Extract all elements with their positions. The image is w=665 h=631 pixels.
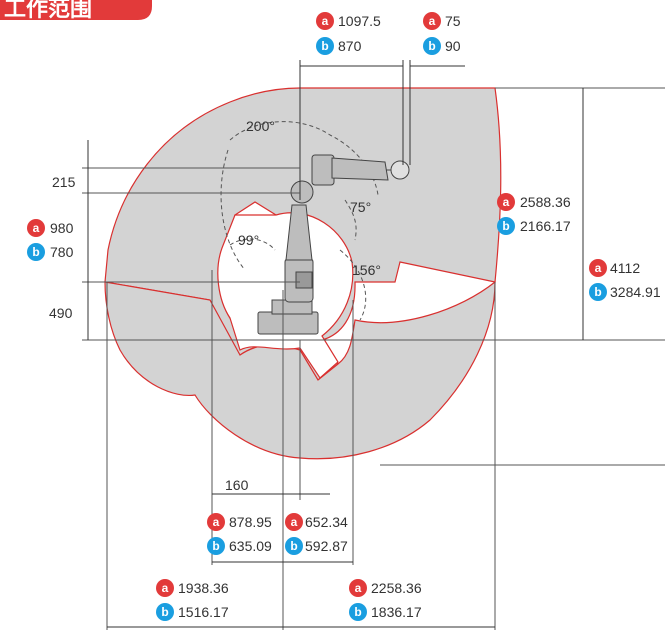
svg-text:a: a [322, 14, 329, 28]
dim-left-215: 215 [52, 174, 76, 190]
angle-99-label: 99° [238, 232, 259, 248]
svg-text:a: a [429, 14, 436, 28]
dim-bottom-b1: b 635.09 [207, 537, 272, 555]
svg-text:a: a [355, 581, 362, 595]
svg-text:b: b [290, 539, 297, 553]
svg-text:4112: 4112 [610, 260, 640, 276]
dim-left-b780: b 780 [27, 243, 74, 261]
dim-top-b2: b 90 [423, 37, 461, 55]
svg-text:2258.36: 2258.36 [371, 580, 422, 596]
svg-text:1938.36: 1938.36 [178, 580, 229, 596]
dim-right-a2: a 4112 [589, 259, 640, 277]
svg-text:b: b [428, 39, 435, 53]
dim-top-a2: a 75 [423, 12, 461, 30]
svg-text:780: 780 [50, 244, 74, 260]
dim-right-b2: b 3284.91 [589, 283, 661, 301]
dimension-lines [82, 60, 665, 630]
dim-right-a1: a 2588.36 [497, 193, 571, 211]
dim-left-a980: a 980 [27, 219, 74, 237]
svg-text:878.95: 878.95 [229, 514, 272, 530]
svg-text:b: b [354, 605, 361, 619]
svg-text:b: b [502, 219, 509, 233]
svg-text:1836.17: 1836.17 [371, 604, 422, 620]
svg-text:a: a [503, 195, 510, 209]
dim-bottom-b4: b 1836.17 [349, 603, 422, 621]
robot-arm-figure [257, 154, 410, 335]
dim-bottom-a1: a 878.95 [207, 513, 272, 531]
dim-bottom-a2: a 652.34 [285, 513, 348, 531]
dim-right-b1: b 2166.17 [497, 217, 571, 235]
svg-text:a: a [213, 515, 220, 529]
svg-text:3284.91: 3284.91 [610, 284, 661, 300]
svg-text:2166.17: 2166.17 [520, 218, 571, 234]
svg-text:b: b [161, 605, 168, 619]
svg-text:a: a [595, 261, 602, 275]
svg-text:a: a [291, 515, 298, 529]
svg-text:592.87: 592.87 [305, 538, 348, 554]
svg-text:a: a [33, 221, 40, 235]
angle-200-label: 200° [246, 118, 275, 134]
dim-bottom-b3: b 1516.17 [156, 603, 229, 621]
dim-bottom-a3: a 1938.36 [156, 579, 229, 597]
dim-top-a1: a 1097.5 [316, 12, 381, 30]
svg-text:1516.17: 1516.17 [178, 604, 229, 620]
dim-bottom-a4: a 2258.36 [349, 579, 422, 597]
dim-left-490: 490 [49, 305, 73, 321]
angle-156-label: 156° [352, 262, 381, 278]
banner-title: 工作范围 [4, 0, 92, 21]
svg-text:90: 90 [445, 38, 461, 54]
angle-arcs [220, 121, 379, 321]
title-banner: 工作范围 [0, 0, 152, 21]
dim-top-b1: b 870 [316, 37, 362, 55]
svg-text:1097.5: 1097.5 [338, 13, 381, 29]
svg-text:b: b [594, 285, 601, 299]
dim-bottom-b2: b 592.87 [285, 537, 348, 555]
svg-text:2588.36: 2588.36 [520, 194, 571, 210]
svg-text:635.09: 635.09 [229, 538, 272, 554]
svg-text:980: 980 [50, 220, 74, 236]
svg-text:75: 75 [445, 13, 461, 29]
dim-bottom-160: 160 [225, 477, 249, 493]
svg-text:b: b [212, 539, 219, 553]
svg-text:a: a [162, 581, 169, 595]
svg-text:870: 870 [338, 38, 362, 54]
svg-text:b: b [321, 39, 328, 53]
angle-75-label: 75° [350, 199, 371, 215]
svg-text:b: b [32, 245, 39, 259]
svg-text:652.34: 652.34 [305, 514, 348, 530]
